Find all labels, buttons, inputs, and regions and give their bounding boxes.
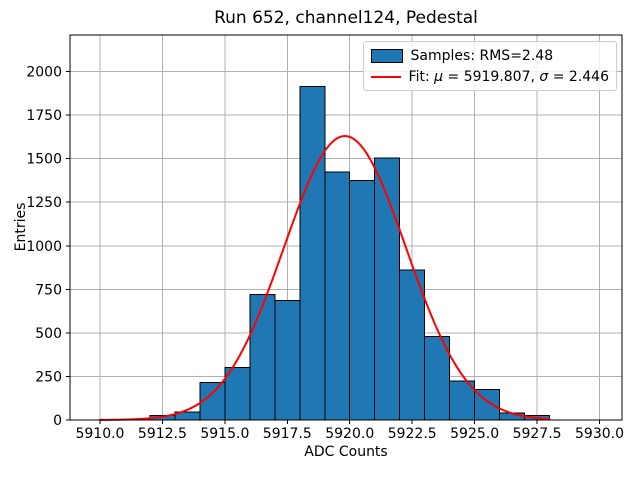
histogram-bar — [299, 85, 326, 421]
legend: Samples: RMS=2.48 Fit: μ = 5919.807, σ =… — [362, 41, 617, 91]
x-tick-label: 5915.0 — [200, 426, 249, 442]
x-tick-label: 5920.0 — [325, 426, 374, 442]
x-tick-label: 5930.0 — [575, 426, 624, 442]
x-tick-label: 5922.5 — [388, 426, 437, 442]
chart-title: Run 652, channel124, Pedestal — [214, 8, 478, 28]
legend-fit-mu-symbol: μ — [434, 68, 444, 85]
x-tick-label: 5925.0 — [450, 426, 499, 442]
x-tick-label: 5910.0 — [75, 426, 124, 442]
legend-fit-mu-value: = 5919.807, — [443, 68, 540, 85]
x-axis-label: ADC Counts — [304, 444, 388, 460]
y-tick-label: 2000 — [26, 65, 62, 81]
legend-fit-sigma-value: = 2.446 — [548, 68, 609, 85]
y-tick-label: 1750 — [26, 108, 62, 124]
histogram-bar — [374, 157, 401, 421]
x-tick-label: 5912.5 — [138, 426, 187, 442]
y-tick-label: 1250 — [26, 195, 62, 211]
y-axis-label: Entries — [13, 202, 29, 252]
legend-fit-sigma-symbol: σ — [539, 68, 549, 85]
y-tick-label: 1500 — [26, 152, 62, 168]
histogram-bar — [399, 269, 426, 421]
y-tick-label: 250 — [35, 369, 62, 385]
legend-item-fit: Fit: μ = 5919.807, σ = 2.446 — [370, 68, 609, 85]
histogram-bar — [224, 367, 251, 421]
histogram-bar — [349, 179, 376, 421]
legend-fit-label-prefix: Fit: — [408, 68, 435, 85]
y-tick-label: 1000 — [26, 239, 62, 255]
fit-curve — [98, 135, 551, 421]
x-tick-label: 5927.5 — [513, 426, 562, 442]
legend-samples-label: Samples: RMS=2.48 — [410, 47, 554, 64]
fit-line-swatch-icon — [370, 75, 401, 78]
histogram-bar — [274, 300, 301, 421]
histogram-bar — [249, 294, 276, 421]
histogram-bar — [324, 171, 351, 421]
y-tick-label: 0 — [53, 413, 62, 429]
histogram-patch-swatch-icon — [370, 48, 403, 63]
legend-fit-label: Fit: μ = 5919.807, σ = 2.446 — [409, 69, 609, 85]
y-tick-label: 500 — [35, 326, 62, 342]
x-tick-label: 5917.5 — [263, 426, 312, 442]
histogram-bar — [424, 335, 451, 421]
y-tick-label: 750 — [35, 282, 62, 298]
axes-spines — [69, 34, 623, 421]
legend-item-samples: Samples: RMS=2.48 — [370, 47, 609, 64]
